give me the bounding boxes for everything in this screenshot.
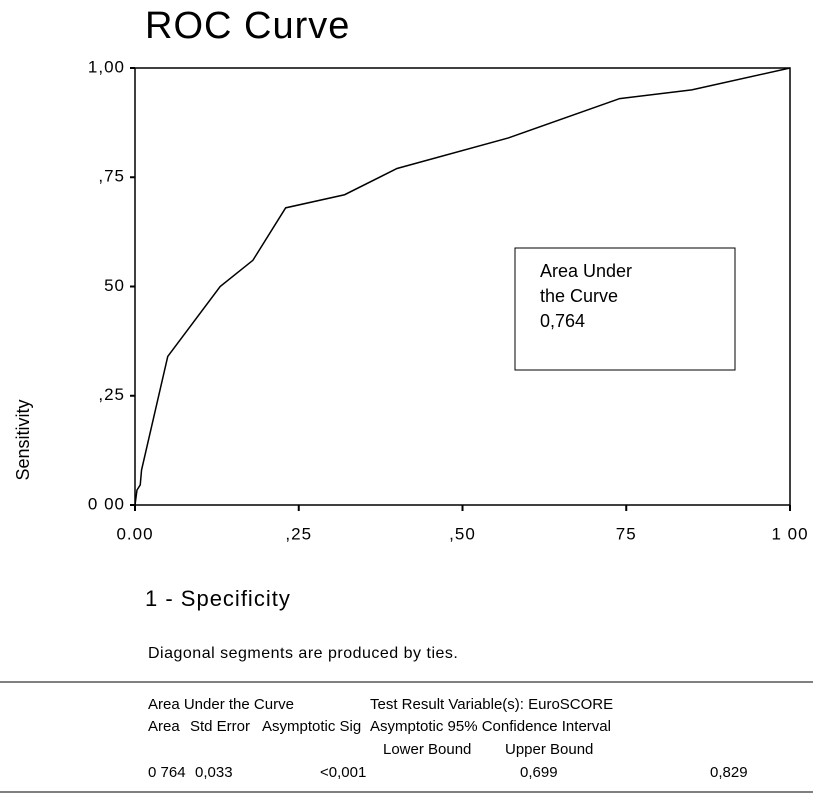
table-cell: 0 764: [148, 764, 186, 781]
chart-title: ROC Curve: [145, 5, 350, 47]
table-header: Area: [148, 718, 180, 735]
annotation: Area Under: [540, 261, 632, 281]
y-tick-label: ,75: [98, 167, 125, 186]
y-tick-label: ,25: [98, 385, 125, 404]
table-header: Asymptotic Sig: [262, 718, 361, 735]
x-tick-label: 1 00: [771, 524, 808, 543]
table-subheader: Upper Bound: [505, 741, 593, 758]
y-tick-label: 1,00: [88, 57, 125, 76]
x-tick-label: ,25: [285, 524, 312, 543]
y-tick-label: 50: [104, 276, 125, 295]
table-cell: 0,699: [520, 764, 558, 781]
annotation-box: [514, 247, 736, 371]
annotation: 0,764: [540, 311, 585, 331]
x-tick-label: ,50: [449, 524, 476, 543]
y-tick-label: 0 00: [88, 494, 125, 513]
table-subheader: Lower Bound: [383, 741, 471, 758]
table-cell: 0,033: [195, 764, 233, 781]
table-cell: 0,829: [710, 764, 748, 781]
annotation: the Curve: [540, 286, 618, 306]
roc-curve: [134, 67, 791, 506]
x-tick-label: 75: [616, 524, 637, 543]
table-header: Std Error: [190, 718, 250, 735]
table-variable: Test Result Variable(s): EuroSCORE: [370, 696, 613, 713]
table-cell: <0,001: [320, 764, 366, 781]
x-axis-label: 1 - Specificity: [145, 586, 291, 611]
y-axis-label: Sensitivity: [13, 399, 33, 480]
note: Diagonal segments are produced by ties.: [148, 645, 458, 662]
x-tick-label: 0.00: [116, 524, 153, 543]
table-header: Asymptotic 95% Confidence Interval: [370, 718, 611, 735]
table-caption: Area Under the Curve: [148, 696, 294, 713]
